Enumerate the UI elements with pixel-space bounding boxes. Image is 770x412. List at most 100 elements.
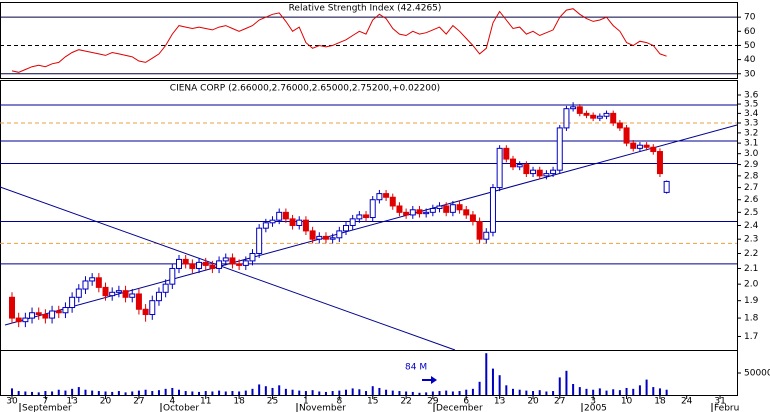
x-tick-label: 24 [681, 397, 693, 407]
rsi-frame [0, 2, 738, 79]
x-tick-label: 30 [6, 397, 18, 407]
volume-bar [525, 390, 528, 395]
rsi-line [11, 8, 667, 73]
volume-bar [318, 391, 321, 395]
volume-bar [665, 389, 668, 395]
y-tick-label: 3.2 [744, 128, 758, 138]
volume-bar [451, 391, 454, 395]
volume-bar [345, 389, 347, 395]
candle-body [169, 267, 176, 285]
volume-bar [291, 389, 294, 395]
x-tick-label: 20 [527, 397, 539, 407]
volume-bar [438, 391, 441, 395]
candle-body [663, 180, 670, 193]
candle-body [423, 211, 430, 215]
volume-bar [137, 390, 140, 395]
y-tick-label: 40 [744, 55, 756, 65]
candle-body [289, 218, 296, 226]
candle-body [530, 169, 537, 175]
candle-body [82, 280, 89, 290]
price-title: CIENA CORP (2.66000,2.76000,2.65000,2.75… [170, 84, 440, 94]
volume-bar [518, 389, 521, 395]
volume-bar [218, 390, 221, 395]
candle-body [35, 312, 42, 316]
candle-body [636, 144, 643, 149]
volume-bar [625, 387, 628, 395]
volume-bar [585, 388, 588, 395]
candle-body [122, 290, 129, 298]
volume-bar [485, 353, 488, 395]
volume-bar [371, 386, 374, 395]
y-tick-label: 70 [744, 13, 756, 23]
candle-body [449, 204, 456, 213]
volume-bar [271, 387, 274, 395]
volume-bar [558, 377, 561, 395]
y-tick-label: 2.0 [744, 280, 759, 290]
candle-body [409, 209, 416, 216]
rsi-title: Relative Strength Index (42.4265) [289, 4, 442, 14]
candle-body [236, 263, 243, 266]
volume-bar [157, 390, 160, 395]
candle-body [95, 277, 102, 288]
y-tick-label: 50000 [744, 369, 770, 379]
volume-bar [251, 388, 254, 395]
candle-body [22, 317, 29, 323]
x-tick-label: 22 [400, 397, 411, 407]
volume-bar [171, 387, 174, 395]
volume-bar [184, 391, 187, 395]
volume-bar [17, 391, 20, 395]
candle-body [556, 127, 563, 171]
candle-body [369, 199, 376, 219]
candle-body [282, 211, 289, 220]
volume-bar [131, 391, 134, 395]
volume-bar [231, 391, 234, 395]
volume-bar [491, 368, 494, 395]
volume-bar [532, 391, 535, 395]
volume-bar [224, 391, 227, 395]
candle-body [89, 277, 96, 282]
trend-line [0, 186, 456, 351]
x-tick-label: 13 [494, 397, 505, 407]
volume-bar [284, 388, 287, 395]
candle-body [309, 230, 316, 240]
candle-body [590, 114, 597, 119]
volume-bar [31, 391, 34, 395]
candle-body [302, 219, 309, 232]
y-tick-label: 2.2 [744, 249, 758, 259]
candle-body [603, 112, 610, 117]
candle-body [75, 288, 82, 298]
candle-body [216, 260, 223, 269]
candle-body [416, 209, 423, 215]
y-tick-label: 2.8 [744, 171, 759, 181]
y-tick-label: 2.9 [744, 160, 759, 170]
month-label: September [22, 404, 72, 412]
candle-body [616, 122, 623, 129]
arrow-head [431, 376, 437, 384]
volume-bar [198, 391, 201, 395]
trend-lines [0, 124, 738, 351]
annotation-arrow [422, 376, 437, 384]
volume-bar [618, 390, 621, 395]
x-tick-label: 1 [303, 397, 309, 407]
volume-bar [71, 388, 74, 395]
volume-bar [645, 379, 648, 395]
candle-body [336, 230, 343, 239]
x-tick-label: 4 [169, 397, 175, 407]
volume-bar [431, 391, 434, 395]
volume-bar [44, 391, 47, 395]
volume-bar [592, 389, 595, 395]
volume-bar [478, 381, 481, 395]
volume-bar [578, 387, 581, 395]
candle-body [196, 261, 203, 269]
volume-bar [151, 391, 154, 395]
candle-body [242, 260, 249, 266]
candle-body [503, 147, 510, 160]
volume-bar [311, 390, 314, 395]
volume-bar [51, 391, 54, 395]
candle-body [142, 308, 149, 316]
candle-body [229, 257, 236, 265]
candle-body [576, 106, 583, 114]
x-tick-label: 10 [621, 397, 633, 407]
y-tick-label: 3.6 [744, 90, 759, 100]
y-tick-label: 1.8 [744, 314, 759, 324]
